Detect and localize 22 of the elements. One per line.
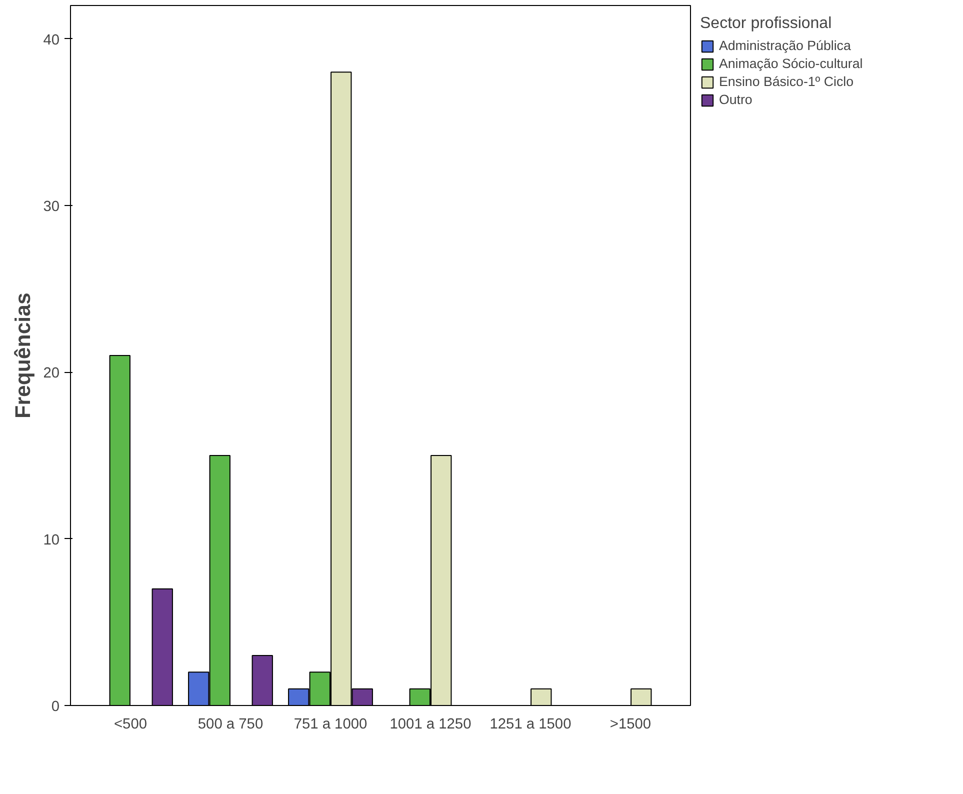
x-tick-label: 500 a 750: [198, 716, 264, 732]
x-tick-label: >1500: [610, 716, 652, 732]
y-tick-label: 0: [51, 699, 60, 715]
legend-label: Outro: [719, 92, 752, 107]
bar: [530, 688, 552, 706]
bar: [252, 655, 273, 706]
legend-label: Administração Pública: [719, 38, 851, 53]
legend-label: Ensino Básico-1º Ciclo: [719, 74, 854, 89]
y-tick-label: 10: [43, 532, 60, 548]
x-tick-label: 1001 a 1250: [390, 716, 472, 732]
legend-title: Sector profissional: [700, 15, 833, 33]
bar: [630, 688, 652, 706]
bar: [152, 588, 173, 706]
y-axis-title: Frequências: [11, 292, 36, 418]
y-tick-label: 40: [43, 32, 60, 48]
legend-label: Animação Sócio-cultural: [719, 56, 863, 71]
x-tick-label: 751 a 1000: [294, 716, 368, 732]
x-tick-label: 1251 a 1500: [490, 716, 572, 732]
y-tick-label: 20: [43, 366, 60, 382]
bar: [109, 355, 130, 706]
y-tick-label: 30: [43, 199, 60, 215]
x-tick-label: <500: [114, 716, 148, 732]
